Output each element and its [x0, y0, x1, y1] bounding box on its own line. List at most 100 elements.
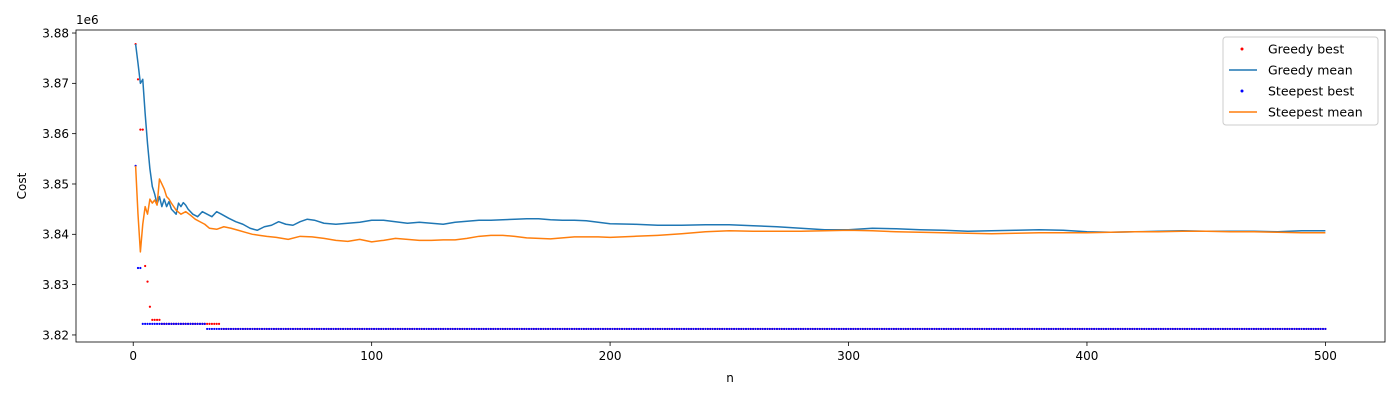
point-steepest-best-16: [170, 322, 173, 325]
point-steepest-best-274: [785, 327, 788, 331]
point-steepest-best-116: [408, 327, 411, 331]
legend-box: [1222, 36, 1379, 126]
point-steepest-best-440: [1181, 327, 1184, 331]
point-steepest-best-311: [873, 327, 876, 331]
point-steepest-best-150: [489, 327, 492, 331]
point-steepest-best-494: [1309, 327, 1313, 331]
point-steepest-best-475: [1264, 327, 1267, 331]
point-steepest-best-138: [461, 327, 464, 331]
point-steepest-best-174: [547, 327, 550, 331]
point-steepest-best-257: [744, 327, 748, 331]
point-steepest-best-58: [270, 327, 273, 331]
point-steepest-best-62: [279, 327, 283, 331]
point-steepest-best-358: [985, 327, 988, 331]
point-steepest-best-19: [177, 322, 180, 325]
point-steepest-best-392: [1066, 327, 1069, 331]
point-steepest-best-445: [1193, 327, 1196, 331]
point-steepest-best-275: [787, 327, 791, 331]
point-steepest-best-194: [594, 327, 597, 331]
point-steepest-best-296: [837, 327, 841, 331]
point-steepest-best-37: [220, 327, 223, 331]
point-steepest-best-452: [1209, 327, 1213, 331]
point-steepest-best-380: [1038, 327, 1041, 331]
point-steepest-best-317: [887, 327, 891, 331]
point-steepest-best-70: [299, 327, 302, 331]
point-steepest-best-144: [475, 327, 478, 331]
point-steepest-best-443: [1188, 327, 1191, 331]
point-steepest-best-34: [213, 327, 216, 331]
point-steepest-best-190: [585, 327, 588, 331]
point-steepest-best-391: [1064, 327, 1067, 331]
point-steepest-best-13: [163, 322, 166, 325]
point-steepest-best-17: [172, 322, 175, 325]
point-steepest-best-294: [833, 327, 836, 331]
point-steepest-best-189: [582, 327, 585, 331]
point-steepest-best-479: [1274, 327, 1277, 331]
point-steepest-best-489: [1298, 327, 1301, 331]
point-steepest-best-159: [511, 327, 514, 331]
point-steepest-best-426: [1147, 327, 1151, 331]
point-steepest-best-437: [1174, 327, 1177, 331]
point-steepest-best-482: [1281, 327, 1284, 331]
point-steepest-best-113: [401, 327, 404, 331]
point-steepest-best-40: [227, 327, 230, 331]
point-steepest-best-379: [1035, 327, 1038, 331]
point-steepest-best-345: [954, 327, 957, 331]
point-steepest-best-250: [728, 327, 731, 331]
point-steepest-best-438: [1176, 327, 1179, 331]
point-steepest-best-18: [175, 322, 178, 325]
point-steepest-best-200: [608, 327, 612, 331]
point-steepest-best-191: [587, 327, 590, 331]
point-steepest-best-256: [742, 327, 745, 331]
point-steepest-best-124: [427, 327, 430, 331]
x-tick-label-400: 400: [1076, 349, 1099, 363]
point-steepest-best-108: [389, 327, 392, 331]
point-steepest-best-193: [592, 327, 595, 331]
point-steepest-best-216: [647, 327, 650, 331]
point-steepest-best-209: [630, 327, 633, 331]
point-steepest-best-64: [284, 327, 287, 331]
point-steepest-best-434: [1166, 327, 1170, 331]
series-greedy-mean: [134, 43, 1326, 234]
point-steepest-best-481: [1278, 327, 1282, 331]
point-steepest-best-145: [477, 327, 481, 331]
point-steepest-best-463: [1236, 327, 1239, 331]
point-steepest-best-405: [1097, 327, 1100, 331]
axes-frame: [75, 29, 1386, 343]
point-steepest-best-202: [613, 327, 616, 331]
point-steepest-best-263: [759, 327, 762, 331]
point-steepest-best-36: [217, 327, 221, 331]
point-steepest-best-122: [423, 327, 426, 331]
point-steepest-best-342: [947, 327, 950, 331]
point-steepest-best-45: [239, 327, 242, 331]
point-steepest-best-305: [859, 327, 862, 331]
point-steepest-best-366: [1004, 327, 1007, 331]
point-steepest-best-234: [690, 327, 693, 331]
point-steepest-best-208: [628, 327, 631, 331]
point-steepest-best-173: [544, 327, 547, 331]
point-steepest-best-460: [1228, 327, 1232, 331]
point-steepest-best-477: [1269, 327, 1272, 331]
point-steepest-best-32: [208, 327, 211, 331]
point-steepest-best-377: [1031, 327, 1034, 331]
point-steepest-best-199: [606, 327, 609, 331]
point-steepest-best-360: [990, 327, 993, 331]
y-tick-label-1: 3.83: [42, 278, 69, 292]
y-tick-label-4: 3.86: [42, 127, 69, 141]
y-tick-label-3: 3.85: [42, 177, 69, 191]
point-steepest-best-409: [1107, 327, 1110, 331]
point-steepest-best-211: [635, 327, 638, 331]
point-steepest-best-287: [816, 327, 819, 331]
point-steepest-best-55: [263, 327, 266, 331]
point-steepest-best-136: [456, 327, 459, 331]
point-steepest-best-281: [802, 327, 805, 331]
point-steepest-best-430: [1157, 327, 1160, 331]
point-steepest-best-158: [508, 327, 512, 331]
point-steepest-best-170: [537, 327, 540, 331]
y-tick-label-0: 3.82: [42, 328, 69, 342]
point-steepest-best-309: [868, 327, 872, 331]
point-steepest-best-412: [1114, 327, 1117, 331]
point-steepest-best-227: [673, 327, 676, 331]
point-steepest-best-417: [1126, 327, 1129, 331]
point-steepest-best-381: [1040, 327, 1043, 331]
